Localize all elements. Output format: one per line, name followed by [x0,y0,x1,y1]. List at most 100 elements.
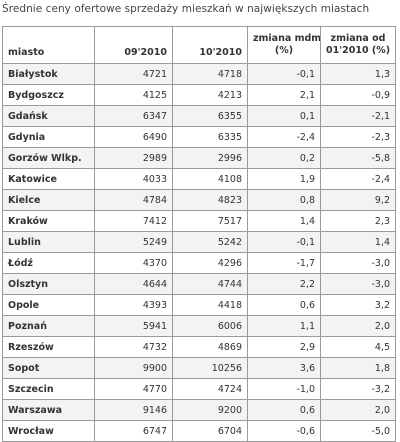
table-row: Szczecin 4770 4724 -1,0 -3,2 [2,378,396,400]
cell-price-period-1: 4721 [94,63,173,85]
cell-price-period-1: 6490 [94,126,173,148]
cell-change-mdm: -2,4 [247,126,321,148]
cell-city: Gdańsk [2,105,95,127]
cell-price-period-2: 7517 [172,210,248,232]
cell-change-ytd: -2,3 [320,126,396,148]
cell-city: Wrocław [2,420,95,442]
cell-city: Sopot [2,357,95,379]
cell-city: Rzeszów [2,336,95,358]
cell-city: Kraków [2,210,95,232]
cell-change-ytd: -3,2 [320,378,396,400]
cell-city: Olsztyn [2,273,95,295]
table-row: Wrocław 6747 6704 -0,6 -5,0 [2,420,396,442]
table-row: Białystok 4721 4718 -0,1 1,3 [2,63,396,85]
cell-price-period-2: 6704 [172,420,248,442]
cell-city: Poznań [2,315,95,337]
cell-city: Opole [2,294,95,316]
cell-change-ytd: 1,4 [320,231,396,253]
cell-change-ytd: -3,0 [320,252,396,274]
header-change-mdm-line1: zmiana mdm [253,33,321,44]
cell-price-period-2: 4213 [172,84,248,106]
cell-city: Gorzów Wlkp. [2,147,95,169]
cell-city: Białystok [2,63,95,85]
cell-city: Katowice [2,168,95,190]
cell-change-mdm: 1,1 [247,315,321,337]
table-row: Gorzów Wlkp. 2989 2996 0,2 -5,8 [2,147,396,169]
table-row: Katowice 4033 4108 1,9 -2,4 [2,168,396,190]
cell-change-ytd: -2,1 [320,105,396,127]
header-change-ytd-line1: zmiana od [330,33,386,44]
cell-price-period-2: 6335 [172,126,248,148]
cell-change-mdm: 3,6 [247,357,321,379]
header-city: miasto [2,26,95,64]
table-row: Kielce 4784 4823 0,8 9,2 [2,189,396,211]
table-row: Lublin 5249 5242 -0,1 1,4 [2,231,396,253]
table-row: Gdynia 6490 6335 -2,4 -2,3 [2,126,396,148]
table-row: Poznań 5941 6006 1,1 2,0 [2,315,396,337]
table-header: miasto 09'2010 10'2010 zmiana mdm (%) zm… [2,26,396,64]
cell-price-period-1: 4784 [94,189,173,211]
cell-price-period-1: 4644 [94,273,173,295]
cell-change-ytd: 9,2 [320,189,396,211]
table-caption: Średnie ceny ofertowe sprzedaży mieszkań… [2,3,370,15]
cell-price-period-1: 7412 [94,210,173,232]
cell-price-period-2: 4724 [172,378,248,400]
cell-change-mdm: 0,1 [247,105,321,127]
cell-price-period-2: 10256 [172,357,248,379]
cell-change-ytd: -2,4 [320,168,396,190]
cell-city: Szczecin [2,378,95,400]
cell-price-period-1: 5249 [94,231,173,253]
cell-price-period-2: 2996 [172,147,248,169]
table-row: Bydgoszcz 4125 4213 2,1 -0,9 [2,84,396,106]
table-row: Rzeszów 4732 4869 2,9 4,5 [2,336,396,358]
cell-price-period-2: 6355 [172,105,248,127]
cell-change-ytd: 1,3 [320,63,396,85]
cell-change-mdm: 2,2 [247,273,321,295]
cell-price-period-2: 4869 [172,336,248,358]
price-table: miasto 09'2010 10'2010 zmiana mdm (%) zm… [2,26,396,442]
table-row: Sopot 9900 10256 3,6 1,8 [2,357,396,379]
cell-price-period-1: 4033 [94,168,173,190]
cell-price-period-1: 4370 [94,252,173,274]
cell-change-ytd: -5,0 [320,420,396,442]
cell-change-ytd: 2,3 [320,210,396,232]
cell-change-ytd: -3,0 [320,273,396,295]
cell-price-period-2: 4744 [172,273,248,295]
cell-city: Lublin [2,231,95,253]
table-row: Kraków 7412 7517 1,4 2,3 [2,210,396,232]
cell-change-mdm: -0,1 [247,63,321,85]
cell-change-mdm: 0,2 [247,147,321,169]
cell-change-mdm: -0,6 [247,420,321,442]
cell-change-ytd: 1,8 [320,357,396,379]
cell-price-period-2: 4108 [172,168,248,190]
cell-change-mdm: 2,9 [247,336,321,358]
cell-city: Łódź [2,252,95,274]
cell-city: Kielce [2,189,95,211]
table-row: Olsztyn 4644 4744 2,2 -3,0 [2,273,396,295]
cell-price-period-2: 4823 [172,189,248,211]
cell-change-ytd: 4,5 [320,336,396,358]
cell-price-period-1: 4393 [94,294,173,316]
header-change-ytd-line2: 01'2010 (%) [326,45,391,56]
table-body: Białystok 4721 4718 -0,1 1,3 Bydgoszcz 4125 421… [2,63,396,442]
cell-price-period-1: 9900 [94,357,173,379]
cell-price-period-1: 4770 [94,378,173,400]
cell-change-mdm: 0,6 [247,294,321,316]
table-row: Gdańsk 6347 6355 0,1 -2,1 [2,105,396,127]
cell-change-ytd: -5,8 [320,147,396,169]
cell-change-mdm: 1,4 [247,210,321,232]
cell-change-mdm: -0,1 [247,231,321,253]
header-change-mdm: zmiana mdm (%) [247,26,321,64]
table-row: Opole 4393 4418 0,6 3,2 [2,294,396,316]
table-row: Łódź 4370 4296 -1,7 -3,0 [2,252,396,274]
header-change-ytd: zmiana od 01'2010 (%) [320,26,396,64]
cell-price-period-1: 4125 [94,84,173,106]
header-change-mdm-line2: (%) [274,45,294,56]
cell-price-period-1: 2989 [94,147,173,169]
header-period-1: 09'2010 [94,26,173,64]
header-row: miasto 09'2010 10'2010 zmiana mdm (%) zm… [2,26,396,64]
cell-change-mdm: -1,7 [247,252,321,274]
cell-change-ytd: 3,2 [320,294,396,316]
cell-price-period-2: 5242 [172,231,248,253]
cell-city: Bydgoszcz [2,84,95,106]
